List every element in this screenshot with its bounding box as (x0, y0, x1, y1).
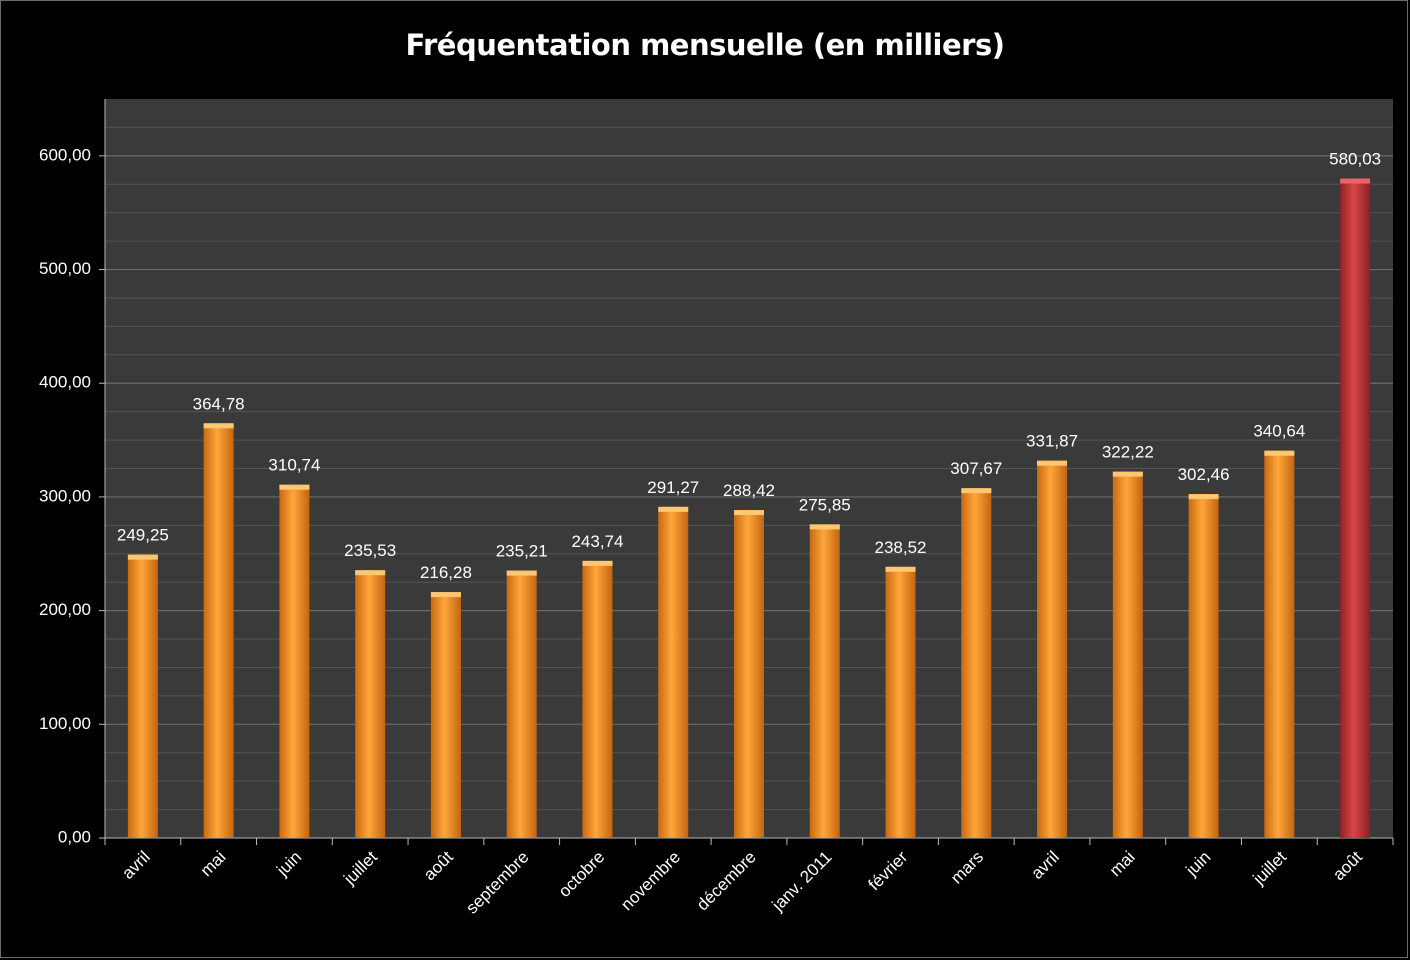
data-label: 364,78 (193, 394, 245, 413)
x-tick-label: avril (1027, 847, 1062, 882)
bar-top-highlight (203, 423, 234, 429)
data-label: 249,25 (117, 526, 169, 545)
x-tick-label: octobre (555, 847, 609, 901)
x-tick-label: septembre (462, 847, 532, 917)
data-label: 307,67 (950, 459, 1002, 478)
bar-top-highlight (355, 570, 386, 576)
bar-top-highlight (1340, 178, 1371, 184)
x-tick-label: décembre (693, 847, 760, 914)
x-tick-label: novembre (617, 847, 684, 914)
bar-top-highlight (1188, 494, 1219, 500)
x-tick-label: juin (272, 847, 305, 880)
y-tick-label: 0,00 (58, 827, 91, 846)
bar (1340, 178, 1371, 838)
bar-top-highlight (658, 506, 689, 512)
plot-area: 0,00 100,00 200,00 300,00 400,00 500,00 600,00… (39, 99, 1394, 918)
bar-top-highlight (809, 524, 840, 530)
bar (1188, 494, 1219, 838)
y-tick-label: 500,00 (39, 259, 91, 278)
bar (1264, 450, 1295, 838)
bar (1112, 471, 1143, 838)
bar-top-highlight (885, 566, 916, 572)
bar (279, 484, 310, 838)
bar-top-highlight (734, 510, 764, 516)
y-tick-label: 400,00 (39, 373, 91, 392)
bar (127, 554, 158, 838)
bar-top-highlight (506, 570, 537, 576)
bar (961, 488, 992, 838)
x-tick-label: janv. 2011 (768, 847, 836, 915)
bar (734, 510, 764, 838)
x-tick-label: juillet (1249, 847, 1291, 889)
data-label: 243,74 (571, 532, 623, 551)
bar-top-highlight (430, 592, 461, 598)
x-tick-label: avril (118, 847, 153, 882)
data-label: 288,42 (723, 481, 775, 500)
x-tick-label: juillet (339, 847, 381, 889)
data-label: 275,85 (799, 495, 851, 514)
data-label: 235,21 (496, 542, 548, 561)
y-tick-label: 300,00 (39, 486, 91, 505)
data-label: 331,87 (1026, 432, 1078, 451)
x-tick-label: août (420, 847, 457, 884)
y-tick-label: 200,00 (39, 600, 91, 619)
bar (506, 570, 537, 838)
x-tick-label: juin (1182, 847, 1215, 880)
bar (885, 566, 916, 838)
bar (430, 592, 461, 838)
y-tick-label: 100,00 (39, 714, 91, 733)
bar-top-highlight (127, 554, 158, 560)
data-label: 302,46 (1178, 465, 1230, 484)
bar (658, 506, 689, 838)
x-tick-label: mai (197, 847, 230, 880)
bar-top-highlight (279, 484, 310, 490)
data-label: 216,28 (420, 563, 472, 582)
data-label: 291,27 (647, 478, 699, 497)
y-tick-label: 600,00 (39, 145, 91, 164)
data-label: 322,22 (1102, 443, 1154, 462)
data-label: 310,74 (268, 456, 320, 475)
chart-title: Fréquentation mensuelle (en milliers) (405, 28, 1005, 62)
bar-top-highlight (1112, 471, 1143, 477)
x-tick-label: mai (1106, 847, 1139, 880)
bar (582, 560, 613, 838)
data-label: 340,64 (1253, 422, 1305, 441)
data-label: 238,52 (875, 538, 927, 557)
bar-top-highlight (961, 488, 992, 494)
bar (355, 570, 386, 838)
bar (203, 423, 234, 838)
x-tick-label: août (1329, 847, 1366, 884)
data-label: 235,53 (344, 541, 396, 560)
bar (1037, 460, 1068, 838)
x-tick-label: février (865, 847, 912, 894)
bar-top-highlight (1264, 450, 1295, 456)
bar (809, 524, 840, 838)
bar-top-highlight (1037, 460, 1068, 466)
data-label: 580,03 (1329, 150, 1381, 169)
bar-top-highlight (582, 560, 613, 566)
x-tick-label: mars (947, 847, 987, 887)
